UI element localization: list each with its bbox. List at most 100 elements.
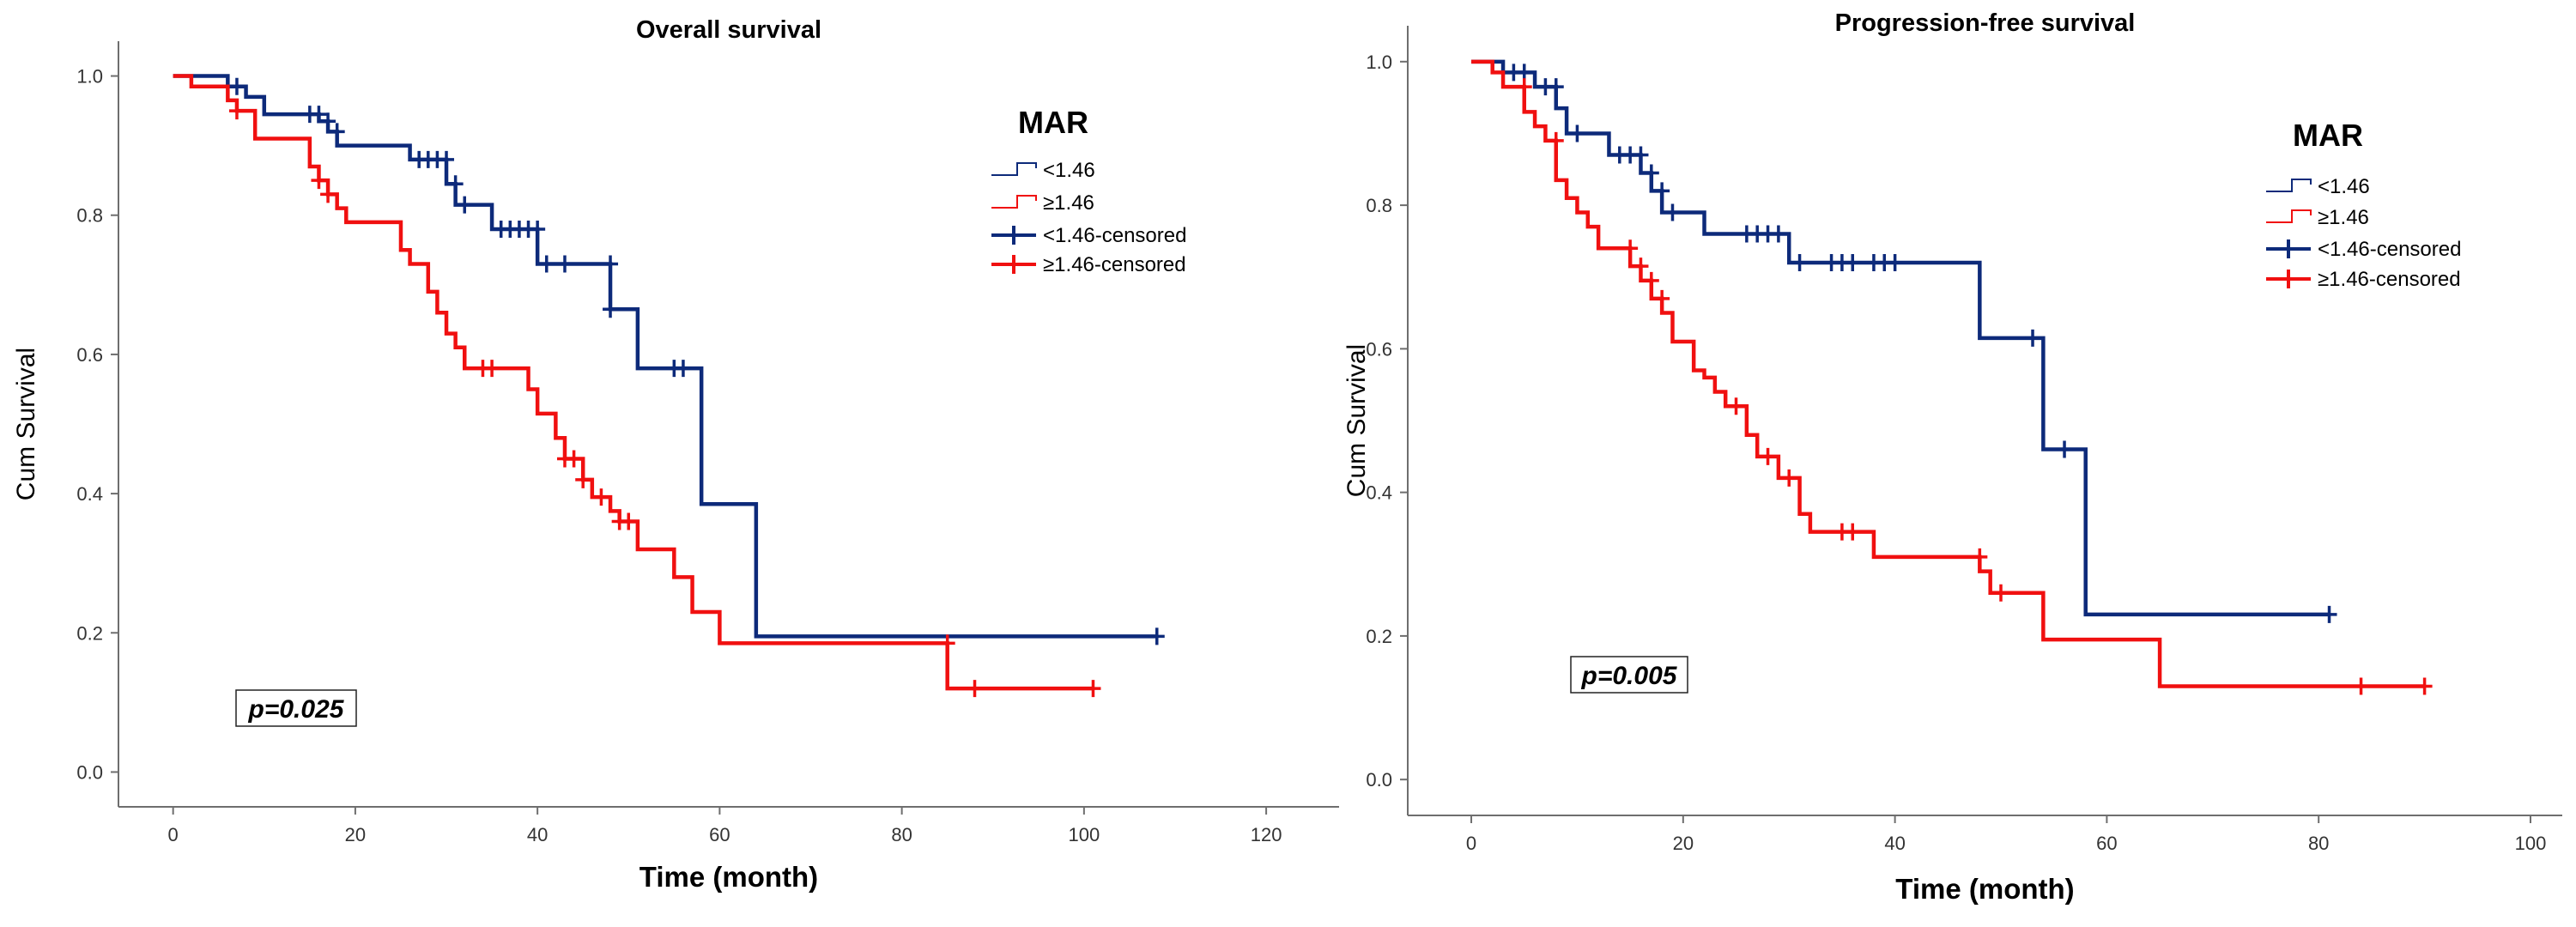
survival-curve-low-mar xyxy=(173,74,1157,639)
legend-entry-low: <1.46 xyxy=(2318,175,2370,198)
p-value-annotation: p=0.025 xyxy=(248,695,345,724)
censor-mark xyxy=(603,255,619,273)
y-tick-label: 0.8 xyxy=(1366,195,1392,216)
x-tick-label: 80 xyxy=(891,824,912,845)
x-tick-label: 40 xyxy=(527,824,548,845)
censor-mark xyxy=(2353,677,2369,695)
censor-mark xyxy=(1993,584,2009,602)
series-layer xyxy=(173,74,1165,698)
censor-mark xyxy=(675,360,691,378)
p-value-box xyxy=(235,689,357,727)
legend-step-glyph xyxy=(2266,209,2312,223)
legend-step-glyph xyxy=(2266,179,2312,192)
censor-mark xyxy=(1728,397,1744,415)
censor-mark xyxy=(311,106,327,124)
x-tick-label: 0 xyxy=(1466,833,1476,854)
y-axis-label: Cum Survival xyxy=(12,348,40,500)
censor-mark xyxy=(2057,440,2073,458)
legend-entry-low: <1.46 xyxy=(1043,159,1095,182)
censor-mark xyxy=(1845,523,1861,541)
censor-mark xyxy=(1972,548,1988,566)
legend-censor-glyph xyxy=(2266,239,2311,258)
legend-censor-glyph xyxy=(991,226,1036,245)
censor-mark xyxy=(447,175,464,193)
censor-mark xyxy=(1770,225,1786,243)
p-value-box xyxy=(1570,656,1688,694)
censor-mark xyxy=(1622,239,1639,258)
censor-mark xyxy=(2025,329,2041,347)
tick-labels: 0 20 40 60 80 100 120 0.0 0.2 0.4 0.6 0.8 1.0 xyxy=(76,66,1282,845)
censor-mark xyxy=(1781,469,1797,487)
chart-title: Overall survival xyxy=(636,16,821,44)
censor-mark xyxy=(603,300,619,318)
y-tick-label: 0.6 xyxy=(1366,338,1392,360)
censor-mark xyxy=(1569,124,1585,142)
series-layer xyxy=(1471,59,2433,695)
censor-mark xyxy=(1887,254,1903,271)
y-tick-label: 0.0 xyxy=(1366,769,1392,791)
censor-mark xyxy=(1760,447,1776,465)
legend: MAR <1.46 ≥1.46 <1.46-censored ≥1.46-cen… xyxy=(2266,118,2461,291)
censor-mark xyxy=(329,123,345,141)
censor-mark xyxy=(1516,78,1532,96)
legend-entry-high: ≥1.46 xyxy=(2318,206,2369,229)
censor-mark xyxy=(1085,680,1101,698)
x-axis-label: Time (month) xyxy=(1895,873,2074,905)
y-tick-label: 0.8 xyxy=(76,205,103,227)
survival-curve-high-mar xyxy=(173,74,1094,691)
censor-mark xyxy=(1791,254,1808,271)
legend-entry-low-censored: <1.46-censored xyxy=(2318,238,2461,261)
y-tick-label: 0.4 xyxy=(76,483,103,505)
axes xyxy=(118,41,1339,808)
x-axis-label: Time (month) xyxy=(639,861,818,893)
x-tick-label: 0 xyxy=(168,824,179,845)
censor-mark xyxy=(939,634,955,652)
censor-mark xyxy=(538,255,555,273)
x-tick-label: 80 xyxy=(2308,833,2329,854)
legend-step-glyph xyxy=(991,195,1037,209)
p-value-annotation: p=0.005 xyxy=(1581,662,1678,690)
legend-step-glyph xyxy=(991,162,1037,176)
legend-title: MAR xyxy=(1018,105,1088,140)
censor-mark xyxy=(228,102,245,120)
legend-glyphs xyxy=(2266,179,2312,288)
censor-mark xyxy=(1633,146,1649,164)
censor-mark xyxy=(1149,627,1165,645)
censor-mark xyxy=(556,255,573,273)
censor-mark xyxy=(566,450,582,468)
legend-entry-high-censored: ≥1.46-censored xyxy=(1043,253,1186,276)
y-tick-label: 1.0 xyxy=(76,66,103,88)
x-tick-label: 100 xyxy=(2515,833,2547,854)
y-tick-label: 0.2 xyxy=(1366,626,1392,647)
censor-mark xyxy=(2321,605,2337,623)
censor-mark xyxy=(1633,258,1649,276)
chart-title: Progression-free survival xyxy=(1835,9,2136,37)
legend-glyphs xyxy=(991,162,1037,274)
censor-mark xyxy=(1845,254,1861,271)
x-tick-label: 60 xyxy=(2096,833,2117,854)
legend-censor-glyph xyxy=(2266,270,2311,288)
censor-mark xyxy=(1516,64,1532,82)
censor-mark xyxy=(1664,203,1681,221)
x-tick-label: 60 xyxy=(709,824,730,845)
axes xyxy=(1407,26,2562,816)
censor-mark xyxy=(621,512,637,530)
legend: MAR <1.46 ≥1.46 <1.46-censored ≥1.46-cen… xyxy=(991,105,1186,276)
censor-mark xyxy=(1548,131,1564,149)
censor-mark xyxy=(484,360,500,378)
censor-mark xyxy=(228,77,245,95)
censor-mark xyxy=(1654,289,1670,307)
censor-mark xyxy=(593,488,609,506)
overall-survival-panel: Overall survival Time (month) Cum Surviv… xyxy=(12,16,1339,893)
tick-labels: 0 20 40 60 80 100 0.0 0.2 0.4 0.6 0.8 1.0 xyxy=(1366,52,2546,854)
censor-mark xyxy=(1548,78,1564,96)
censor-mark xyxy=(530,220,546,238)
x-tick-label: 40 xyxy=(1884,833,1905,854)
y-tick-label: 0.2 xyxy=(76,622,103,644)
y-tick-label: 1.0 xyxy=(1366,52,1392,73)
legend-entry-low-censored: <1.46-censored xyxy=(1043,224,1186,247)
legend-entry-high: ≥1.46 xyxy=(1043,191,1094,215)
survival-curve-high-mar xyxy=(1471,59,2425,688)
censor-mark xyxy=(311,172,327,190)
